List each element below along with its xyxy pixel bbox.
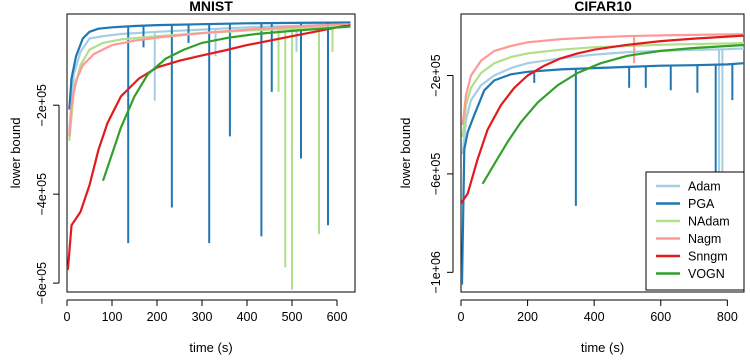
mnist-x-tick-label: 400 [237,310,258,324]
cifar10-x-tick-label: 600 [650,310,671,324]
cifar10-x-tick-label: 400 [584,310,605,324]
mnist-plot-frame [66,13,356,293]
mnist-panel: MNIST 0 100 200 300 400 500 600 time (s) −6e+05 −4… [8,0,356,355]
mnist-y-axis-label: lower bound [8,118,23,189]
mnist-y-tick-label: −2e+05 [35,84,49,126]
cifar10-series-vogn-line [481,43,744,185]
mnist-x-tick-label: 500 [282,310,303,324]
legend-label-vogn: VOGN [688,267,725,281]
legend-label-snngm: Snngm [688,250,728,264]
mnist-x-axis-label: time (s) [189,340,232,355]
cifar10-y-tick-label: −1e+06 [429,251,443,293]
cifar10-x-axis-label: time (s) [581,340,624,355]
mnist-title: MNIST [189,0,233,14]
cifar10-series-nadam-line [461,41,744,138]
legend-box [645,171,745,291]
cifar10-panel: CIFAR10 0 200 400 600 800 time (s) −1e+06 −6e+05… [398,0,745,355]
mnist-y-tick-label: −6e+05 [35,262,49,304]
cifar10-series-adam-line [461,47,744,155]
mnist-y-tick-label: −4e+05 [35,173,49,215]
cifar10-y-axis-label: lower bound [398,118,413,189]
legend-label-adam: Adam [688,180,721,194]
cifar10-y-tick-label: −2e+05 [429,54,443,96]
cifar10-series-snngm-line [461,34,744,205]
mnist-x-tick-label: 200 [147,310,168,324]
mnist-x-tick-label: 600 [327,310,348,324]
cifar10-x-tick-label: 200 [517,310,538,324]
cifar10-x-tick-label: 800 [717,310,738,324]
mnist-plot-area [67,21,351,290]
legend: Adam PGA NAdam Nagm Snngm VOGN [645,171,745,291]
mnist-series-nadam-line [68,25,347,141]
cifar10-y-tick-label: −6e+05 [429,153,443,195]
mnist-x-tick-label: 300 [192,310,213,324]
cifar10-series-nagm-line [461,33,744,125]
cifar10-title: CIFAR10 [574,0,632,14]
mnist-x-tick-label: 0 [64,310,71,324]
cifar10-x-tick-label: 0 [458,310,465,324]
legend-label-pga: PGA [688,197,715,211]
mnist-series-nagm-line [68,23,347,137]
mnist-series-pga-line [68,21,351,110]
cifar10-series-pga-line [461,62,744,285]
mnist-series-vogn-line [101,25,351,182]
mnist-series-snngm-line [67,24,351,270]
mnist-x-tick-label: 100 [102,310,123,324]
cifar10-plot-area [461,33,744,285]
legend-label-nagm: Nagm [688,232,721,246]
cifar10-plot-frame [460,13,745,293]
legend-label-nadam: NAdam [688,215,730,229]
